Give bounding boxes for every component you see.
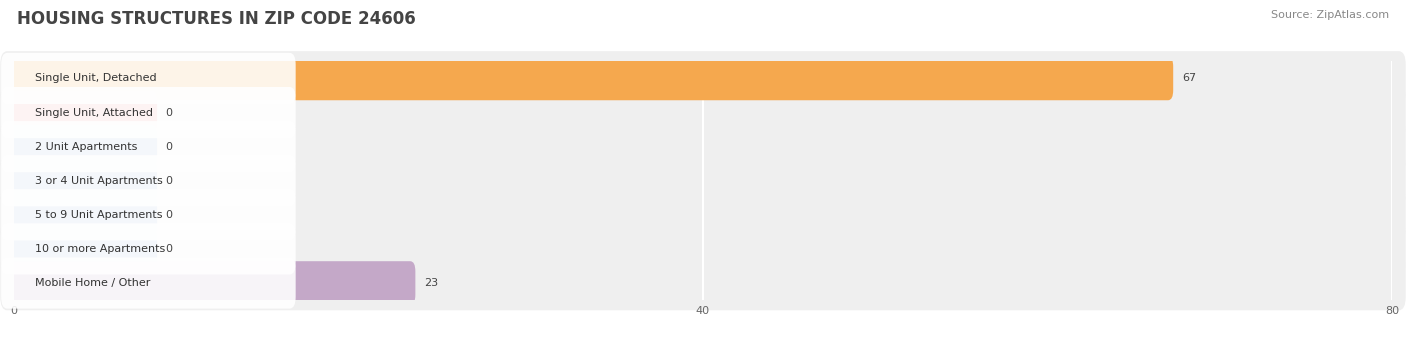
Text: Single Unit, Attached: Single Unit, Attached [35,107,153,118]
Text: Mobile Home / Other: Mobile Home / Other [35,278,150,288]
Text: 0: 0 [166,210,173,220]
Text: 2 Unit Apartments: 2 Unit Apartments [35,142,138,152]
FancyBboxPatch shape [8,125,157,168]
Text: 10 or more Apartments: 10 or more Apartments [35,244,165,254]
Text: HOUSING STRUCTURES IN ZIP CODE 24606: HOUSING STRUCTURES IN ZIP CODE 24606 [17,10,416,28]
Text: Single Unit, Detached: Single Unit, Detached [35,73,156,84]
FancyBboxPatch shape [8,193,157,237]
FancyBboxPatch shape [8,91,157,134]
FancyBboxPatch shape [0,153,1406,208]
Text: 0: 0 [166,107,173,118]
FancyBboxPatch shape [8,261,415,305]
Text: 5 to 9 Unit Apartments: 5 to 9 Unit Apartments [35,210,162,220]
Text: 67: 67 [1182,73,1197,84]
FancyBboxPatch shape [0,119,1406,174]
Text: 3 or 4 Unit Apartments: 3 or 4 Unit Apartments [35,176,163,186]
Text: 0: 0 [166,142,173,152]
Text: 0: 0 [166,176,173,186]
FancyBboxPatch shape [0,256,1406,310]
FancyBboxPatch shape [8,227,157,271]
FancyBboxPatch shape [1,223,295,275]
Text: 0: 0 [166,244,173,254]
FancyBboxPatch shape [1,121,295,172]
FancyBboxPatch shape [8,57,1173,100]
FancyBboxPatch shape [0,222,1406,276]
FancyBboxPatch shape [0,85,1406,140]
FancyBboxPatch shape [1,87,295,138]
FancyBboxPatch shape [1,189,295,240]
FancyBboxPatch shape [1,155,295,206]
FancyBboxPatch shape [0,188,1406,242]
FancyBboxPatch shape [1,53,295,104]
Text: 23: 23 [425,278,439,288]
FancyBboxPatch shape [0,51,1406,106]
FancyBboxPatch shape [1,257,295,309]
FancyBboxPatch shape [8,159,157,203]
Text: Source: ZipAtlas.com: Source: ZipAtlas.com [1271,10,1389,20]
